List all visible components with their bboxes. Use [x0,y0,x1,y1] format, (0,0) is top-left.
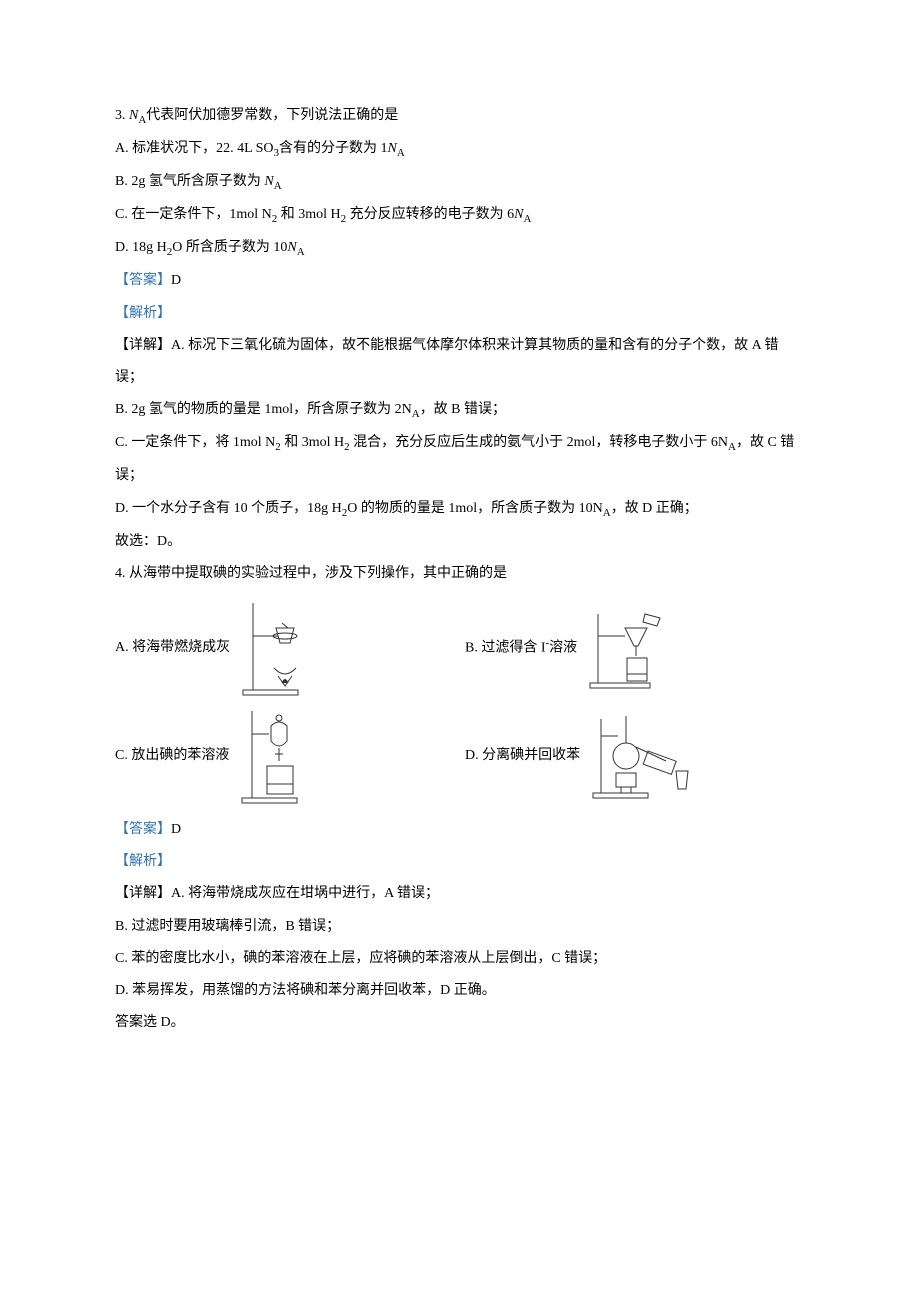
q4-stem: 4. 从海带中提取碘的实验过程中，涉及下列操作，其中正确的是 [115,558,805,590]
q3-option-b: B. 2g 氢气所含原子数为 NA [115,166,805,199]
q3-answer-label: 【答案】 [115,273,171,288]
q3-stem: 3. NA代表阿伏加德罗常数，下列说法正确的是 [115,100,805,133]
q4-diagram-d [588,711,698,801]
q4-opt-b-text: B. 过滤得含 I-溶液 [465,631,577,665]
q4-opt-c-text: C. 放出碘的苯溶液 [115,740,229,772]
q4-detail-c: C. 苯的密度比水小，碘的苯溶液在上层，应将碘的苯溶液从上层倒出，C 错误； [115,943,805,975]
q4-opt-b: B. 过滤得含 I-溶液 [465,606,805,691]
q4-opt-d: D. 分离碘并回收苯 [465,711,805,801]
q4-diagram-a [238,598,313,698]
q3-detail-d: D. 一个水分子含有 10 个质子，18g H2O 的物质的量是 1mol，所含… [115,493,805,526]
q4-answer: 【答案】D [115,814,805,846]
q3-detail-b: B. 2g 氢气的物质的量是 1mol，所含原子数为 2NA，故 B 错误； [115,394,805,427]
q4-opt-c: C. 放出碘的苯溶液 [115,706,465,806]
q4-answer-value: D [171,822,181,837]
q4-detail-b: B. 过滤时要用玻璃棒引流，B 错误； [115,911,805,943]
q3-option-a: A. 标准状况下，22. 4L SO3含有的分子数为 1NA [115,133,805,166]
q3-answer: 【答案】D [115,265,805,297]
q3-detail-end: 故选：D。 [115,526,805,558]
q4-answer-label: 【答案】 [115,822,171,837]
q4-opt-a: A. 将海带燃烧成灰 [115,598,465,698]
q3-answer-value: D [171,273,181,288]
document-page: 3. NA代表阿伏加德罗常数，下列说法正确的是 A. 标准状况下，22. 4L … [0,0,920,1099]
q3-analysis-label: 【解析】 [115,306,171,321]
q3-option-d: D. 18g H2O 所含质子数为 10NA [115,232,805,265]
q4-detail-d: D. 苯易挥发，用蒸馏的方法将碘和苯分离并回收苯，D 正确。 [115,975,805,1007]
q4-analysis-label: 【解析】 [115,854,171,869]
q4-diagram-c [237,706,312,806]
q4-analysis: 【解析】 [115,846,805,878]
q4-row-cd: C. 放出碘的苯溶液 [115,706,805,806]
q3-detail-a: 【详解】A. 标况下三氧化硫为固体，故不能根据气体摩尔体积来计算其物质的量和含有… [115,330,805,394]
q3-detail-c: C. 一定条件下，将 1mol N2 和 3mol H2 混合，充分反应后生成的… [115,427,805,492]
q4-opt-a-text: A. 将海带燃烧成灰 [115,632,230,664]
q4-opt-d-text: D. 分离碘并回收苯 [465,740,580,772]
q4-detail-a: 【详解】A. 将海带烧成灰应在坩埚中进行，A 错误； [115,878,805,910]
q4-detail-end: 答案选 D。 [115,1007,805,1039]
q4-diagram-b [585,606,670,691]
q3-option-c: C. 在一定条件下，1mol N2 和 3mol H2 充分反应转移的电子数为 … [115,199,805,232]
q4-row-ab: A. 将海带燃烧成灰 [115,598,805,698]
q3-analysis: 【解析】 [115,298,805,330]
